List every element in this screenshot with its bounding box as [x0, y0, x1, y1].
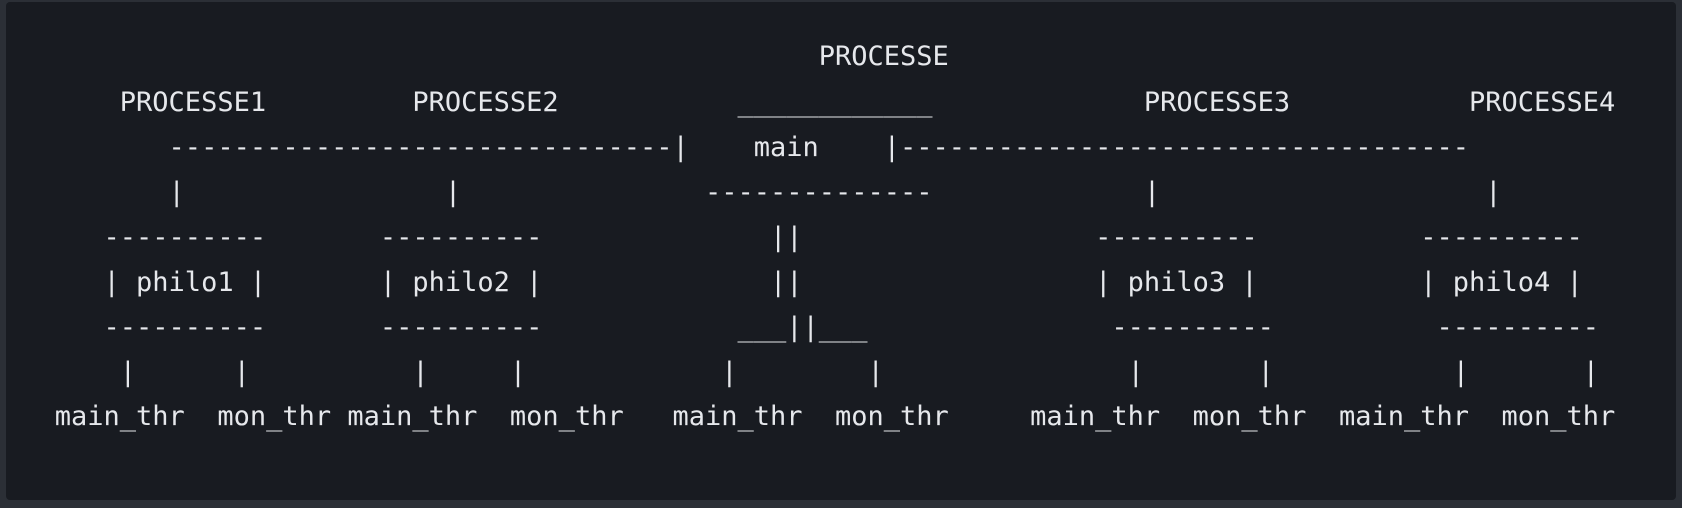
diagram-line-main-box: -------------------------------| main |-…: [6, 132, 1469, 163]
diagram-line-root-title: PROCESSE: [6, 41, 949, 72]
diagram-line-philo-boxes: | philo1 | | philo2 | || | philo3 | | ph…: [6, 267, 1583, 298]
diagram-line-thread-names: main_thr mon_thr main_thr mon_thr main_t…: [6, 401, 1616, 432]
diagram-line-box-tops: ---------- ---------- || ---------- ----…: [6, 222, 1583, 253]
diagram-line-thread-links: | | | | | | | | | |: [6, 357, 1600, 388]
diagram-line-connectors: | | -------------- | |: [6, 177, 1502, 208]
diagram-line-process-titles: PROCESSE1 PROCESSE2 ____________ PROCESS…: [6, 87, 1616, 118]
code-block-panel: PROCESSE PROCESSE1 PROCESSE2 ___________…: [6, 2, 1676, 500]
diagram-line-box-bottoms: ---------- ---------- ___||___ ---------…: [6, 312, 1600, 343]
